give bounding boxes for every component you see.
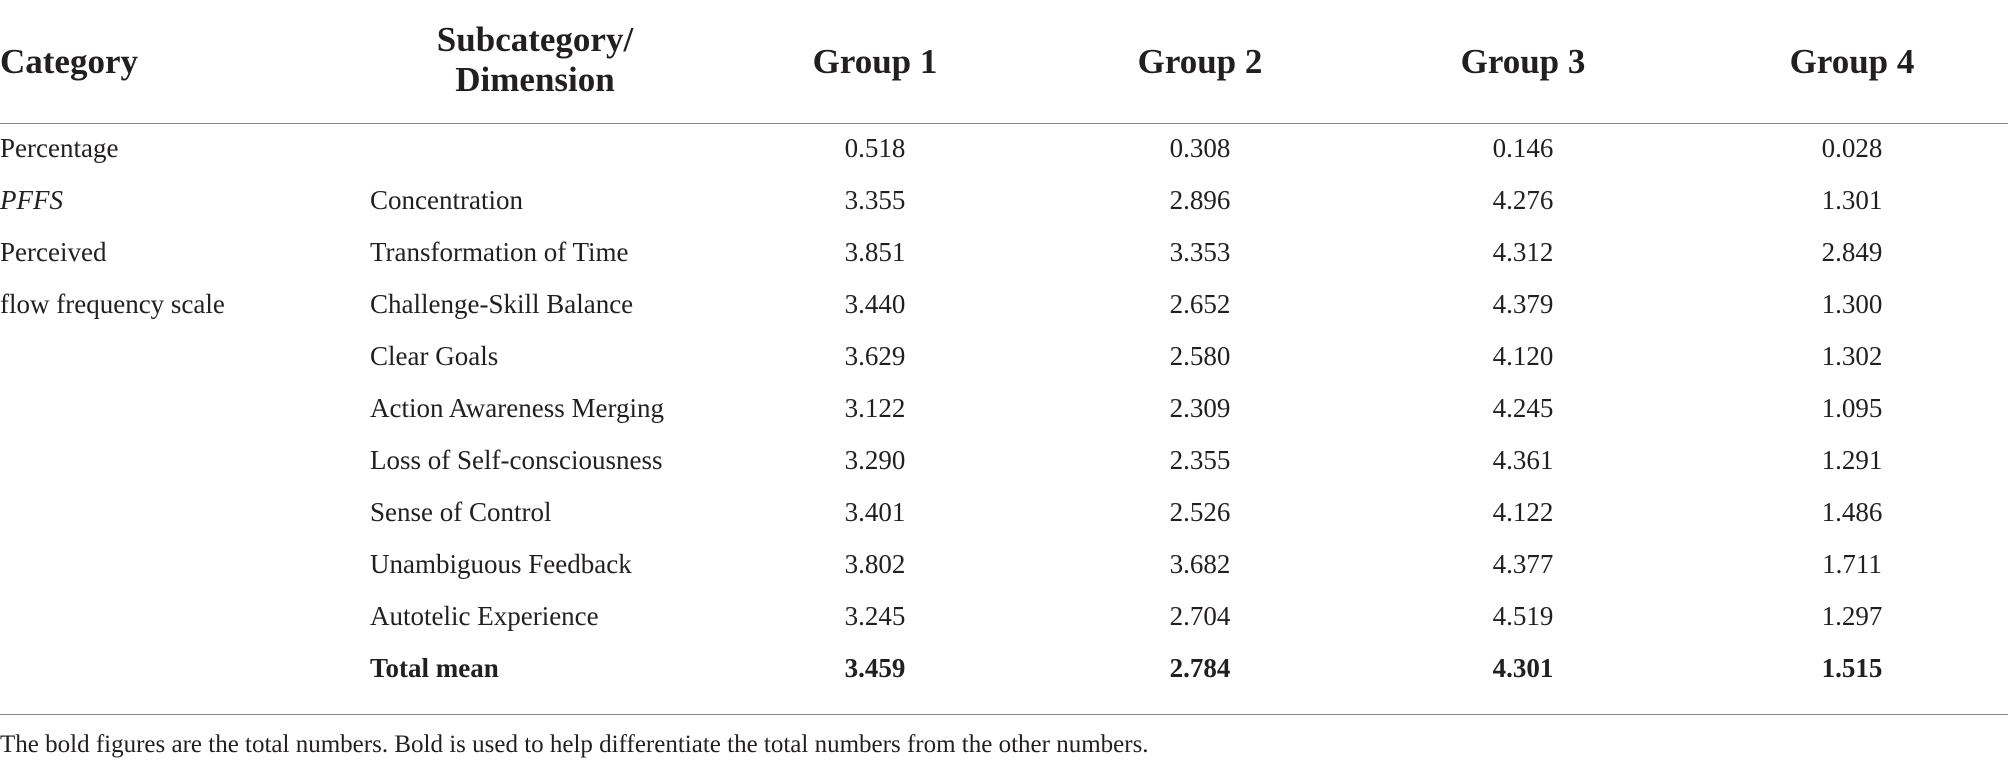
header-group-3: Group 3 [1460, 42, 1586, 81]
row-group2-value: 2.309 [1169, 393, 1231, 423]
row-group3-value: 4.122 [1492, 497, 1554, 527]
row-group1-value: 3.122 [844, 393, 906, 423]
row-group4-value: 1.297 [1821, 601, 1883, 631]
row-group3-value: 4.301 [1492, 653, 1554, 683]
row-group1-value: 3.629 [844, 341, 906, 371]
table-row-action-awareness-merging: Action Awareness Merging 3.122 2.309 4.2… [0, 388, 2008, 440]
row-group1-value: 3.440 [844, 289, 906, 319]
row-group2-value: 3.682 [1169, 549, 1231, 579]
row-group3-value: 4.312 [1492, 237, 1554, 267]
row-subcategory: Sense of Control [370, 497, 552, 527]
header-divider [0, 123, 2008, 124]
row-group3-value: 4.519 [1492, 601, 1554, 631]
row-group1-value: 3.459 [844, 653, 906, 683]
row-group4-value: 1.302 [1821, 341, 1883, 371]
row-group2-value: 2.784 [1169, 653, 1231, 683]
row-group3-value: 4.361 [1492, 445, 1554, 475]
row-group4-value: 1.300 [1821, 289, 1883, 319]
row-category: Percentage [0, 133, 119, 163]
row-category: flow frequency scale [0, 289, 225, 319]
row-group2-value: 0.308 [1169, 133, 1231, 163]
table-row-concentration: PFFS Concentration 3.355 2.896 4.276 1.3… [0, 180, 2008, 232]
table-footnote: The bold figures are the total numbers. … [0, 731, 1149, 758]
row-subcategory: Autotelic Experience [370, 601, 599, 631]
table-row-transformation-of-time: Perceived Transformation of Time 3.851 3… [0, 232, 2008, 284]
table-row-total-mean: Total mean 3.459 2.784 4.301 1.515 [0, 648, 2008, 700]
row-group4-value: 1.486 [1821, 497, 1883, 527]
row-group2-value: 2.652 [1169, 289, 1231, 319]
row-subcategory: Challenge-Skill Balance [370, 289, 634, 319]
row-group4-value: 1.515 [1821, 653, 1883, 683]
table-row-loss-of-self-consciousness: Loss of Self-consciousness 3.290 2.355 4… [0, 440, 2008, 492]
table-row-clear-goals: Clear Goals 3.629 2.580 4.120 1.302 [0, 336, 2008, 388]
row-group1-value: 3.290 [844, 445, 906, 475]
row-group2-value: 3.353 [1169, 237, 1231, 267]
table-row-percentage: Percentage 0.518 0.308 0.146 0.028 [0, 128, 2008, 180]
row-group3-value: 4.120 [1492, 341, 1554, 371]
row-group2-value: 2.355 [1169, 445, 1231, 475]
row-category: Perceived [0, 237, 107, 267]
row-group2-value: 2.580 [1169, 341, 1231, 371]
table-row-sense-of-control: Sense of Control 3.401 2.526 4.122 1.486 [0, 492, 2008, 544]
table-row-unambiguous-feedback: Unambiguous Feedback 3.802 3.682 4.377 1… [0, 544, 2008, 596]
row-subcategory: Concentration [370, 185, 523, 215]
row-group1-value: 3.245 [844, 601, 906, 631]
row-subcategory: Clear Goals [370, 341, 499, 371]
header-group-4: Group 4 [1789, 42, 1915, 81]
row-group2-value: 2.526 [1169, 497, 1231, 527]
row-subcategory: Transformation of Time [370, 237, 629, 267]
table-bottom-divider [0, 714, 2008, 715]
header-category: Category [0, 42, 139, 81]
row-subcategory: Action Awareness Merging [370, 393, 664, 423]
row-group3-value: 4.379 [1492, 289, 1554, 319]
row-group4-value: 1.095 [1821, 393, 1883, 423]
header-subcategory-line1: Subcategory/ [436, 20, 634, 59]
table-body: Percentage 0.518 0.308 0.146 0.028 PFFS … [0, 128, 2008, 700]
row-category: PFFS [0, 185, 63, 215]
row-group2-value: 2.896 [1169, 185, 1231, 215]
table-header: Category Subcategory/ Dimension Group 1 … [0, 0, 2008, 124]
row-group4-value: 1.301 [1821, 185, 1883, 215]
table-row-autotelic-experience: Autotelic Experience 3.245 2.704 4.519 1… [0, 596, 2008, 648]
table-row-challenge-skill-balance: flow frequency scale Challenge-Skill Bal… [0, 284, 2008, 336]
row-group2-value: 2.704 [1169, 601, 1231, 631]
row-group1-value: 3.355 [844, 185, 906, 215]
row-group4-value: 2.849 [1821, 237, 1883, 267]
header-subcategory-line2: Dimension [455, 60, 615, 99]
row-group1-value: 3.851 [844, 237, 906, 267]
header-group-1: Group 1 [812, 42, 938, 81]
row-group1-value: 3.802 [844, 549, 906, 579]
row-group1-value: 3.401 [844, 497, 906, 527]
row-subcategory: Total mean [370, 653, 499, 683]
row-group3-value: 4.276 [1492, 185, 1554, 215]
row-group4-value: 1.291 [1821, 445, 1883, 475]
row-group3-value: 4.377 [1492, 549, 1554, 579]
row-subcategory: Unambiguous Feedback [370, 549, 632, 579]
header-subcategory: Subcategory/ Dimension [370, 20, 700, 100]
row-subcategory: Loss of Self-consciousness [370, 445, 663, 475]
row-group4-value: 0.028 [1821, 133, 1883, 163]
row-group3-value: 4.245 [1492, 393, 1554, 423]
row-group3-value: 0.146 [1492, 133, 1554, 163]
header-group-2: Group 2 [1137, 42, 1263, 81]
row-group1-value: 0.518 [844, 133, 906, 163]
row-group4-value: 1.711 [1822, 549, 1882, 579]
